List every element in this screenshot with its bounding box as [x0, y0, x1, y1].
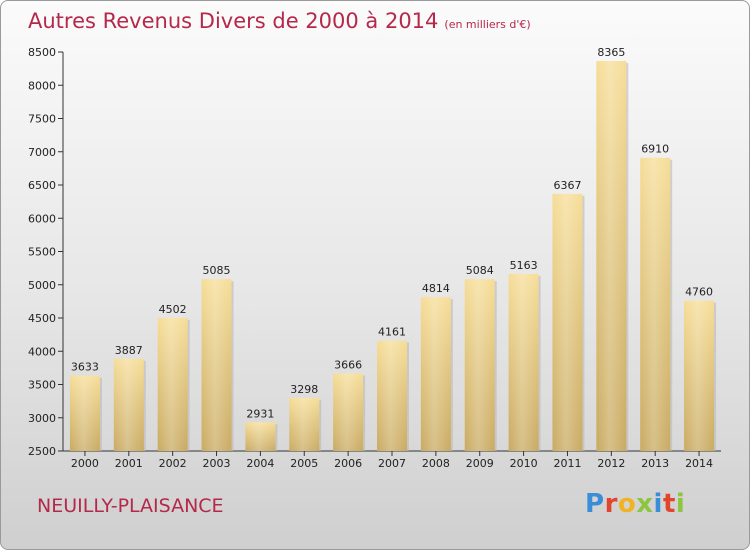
x-tick-label: 2002: [159, 457, 187, 470]
x-tick-label: 2004: [246, 457, 274, 470]
logo-letter: x: [636, 489, 654, 519]
bar-highlight: [377, 340, 407, 451]
y-tick-label: 8000: [28, 79, 56, 92]
x-tick-label: 2013: [641, 457, 669, 470]
y-tick-label: 7000: [28, 146, 56, 159]
bar-highlight: [113, 358, 144, 451]
data-label: 4161: [378, 326, 406, 339]
data-label: 3666: [334, 358, 362, 371]
x-tick-label: 2008: [422, 457, 450, 470]
x-tick-label: 2011: [553, 457, 581, 470]
logo-letter: r: [604, 489, 618, 519]
y-tick-label: 5000: [28, 279, 56, 292]
logo-letter: P: [585, 489, 605, 519]
data-label: 4760: [685, 286, 713, 299]
y-tick-label: 3500: [28, 379, 56, 392]
x-tick-label: 2009: [466, 457, 494, 470]
logo-letter: i: [653, 489, 663, 519]
data-label: 5084: [466, 264, 494, 277]
x-tick-label: 2007: [378, 457, 406, 470]
bar-highlight: [464, 279, 495, 451]
data-label: 3298: [290, 383, 318, 396]
bar-highlight: [333, 373, 364, 451]
chart-title-text: Autres Revenus Divers de 2000 à 2014: [28, 9, 439, 33]
y-tick-label: 4500: [28, 312, 56, 325]
x-tick-label: 2006: [334, 457, 362, 470]
bar-highlight: [157, 317, 188, 451]
bar-highlight: [245, 422, 276, 451]
bar-highlight: [596, 60, 627, 451]
x-tick-label: 2005: [290, 457, 318, 470]
x-tick-label: 2010: [510, 457, 538, 470]
chart-title: Autres Revenus Divers de 2000 à 2014 (en …: [28, 9, 531, 33]
y-tick-label: 5500: [28, 246, 56, 259]
data-label: 5085: [203, 264, 231, 277]
y-tick-label: 2500: [28, 445, 56, 458]
logo-letter: o: [617, 489, 637, 519]
x-tick-label: 2001: [115, 457, 143, 470]
data-label: 4814: [422, 282, 450, 295]
bar-highlight: [508, 273, 539, 451]
bar-highlight: [684, 300, 715, 451]
bar-highlight: [640, 157, 671, 452]
x-tick-label: 2003: [203, 457, 231, 470]
y-tick-label: 3000: [28, 412, 56, 425]
x-tick-label: 2000: [71, 457, 99, 470]
data-label: 4502: [159, 303, 187, 316]
x-tick-label: 2012: [597, 457, 625, 470]
bar-highlight: [289, 397, 320, 451]
y-tick-label: 4000: [28, 345, 56, 358]
data-label: 6367: [553, 179, 581, 192]
data-label: 5163: [510, 259, 538, 272]
y-tick-label: 6500: [28, 179, 56, 192]
x-tick-label: 2014: [685, 457, 713, 470]
bar-highlight: [69, 375, 100, 451]
proxiti-logo: Proxiti: [585, 489, 685, 519]
logo-letter: t: [662, 489, 676, 519]
y-tick-label: 8500: [28, 46, 56, 59]
data-label: 8365: [597, 46, 625, 59]
data-label: 3887: [115, 344, 143, 357]
chart-unit-label: (en milliers d'€): [444, 18, 531, 31]
bar-highlight: [201, 279, 232, 451]
y-tick-label: 7500: [28, 113, 56, 126]
logo-letter: i: [675, 489, 686, 519]
commune-name: NEUILLY-PLAISANCE: [37, 495, 224, 517]
data-label: 6910: [641, 143, 669, 156]
data-label: 3633: [71, 361, 99, 374]
data-label: 2931: [246, 407, 274, 420]
bar-highlight: [552, 193, 583, 452]
bar-highlight: [420, 297, 451, 451]
y-tick-label: 6000: [28, 212, 56, 225]
